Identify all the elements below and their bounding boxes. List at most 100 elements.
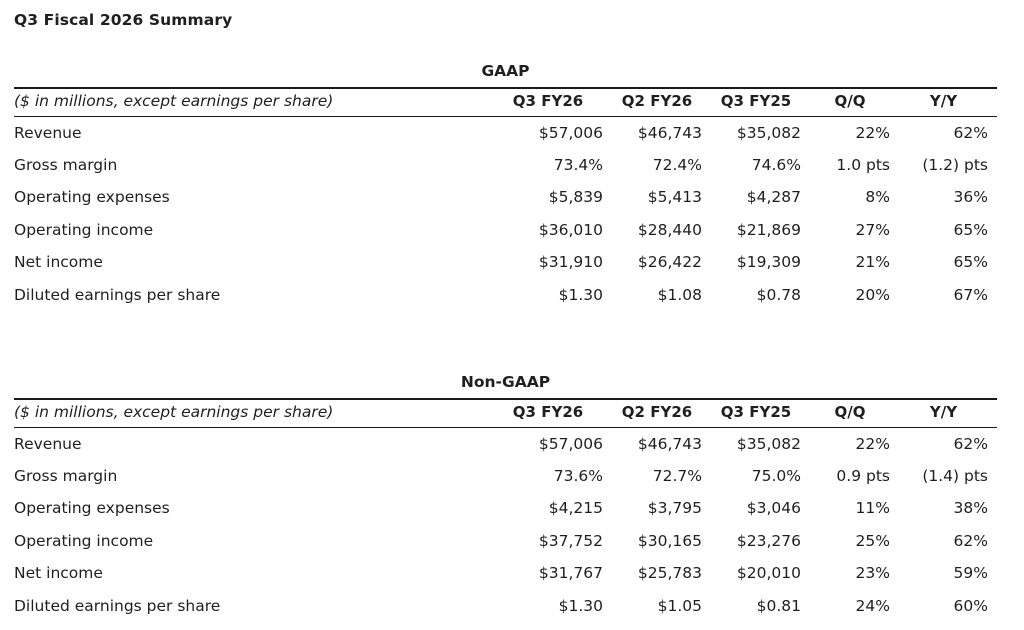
non-gaap-table: ($ in millions, except earnings per shar… [14, 398, 997, 622]
cell-value: 59% [953, 564, 988, 583]
non-gaap-table-body: Revenue $57,006 $46,743 $35,082 22% 62% Gross … [14, 427, 997, 622]
cell-value: $20,010 [736, 564, 801, 583]
row-label: Diluted earnings per share [14, 285, 221, 304]
header-row: ($ in millions, except earnings per shar… [14, 399, 997, 428]
cell-value: 36% [953, 188, 988, 207]
cell-value: 25% [855, 531, 890, 550]
cell-value: $28,440 [637, 220, 702, 239]
cell-value: 67% [953, 285, 988, 304]
cell-value: 65% [953, 220, 988, 239]
cell-value: 22% [855, 123, 890, 142]
row-label: Revenue [14, 434, 82, 453]
units-note: ($ in millions, except earnings per shar… [14, 88, 493, 117]
cell-value: $25,783 [637, 564, 702, 583]
table-row: Gross margin 73.6% 72.7% 75.0% 0.9 pts (1.4) … [14, 460, 997, 493]
cell-value: $5,413 [647, 188, 702, 207]
row-label: Diluted earnings per share [14, 596, 221, 615]
cell-value: (1.2) pts [922, 155, 988, 174]
cell-value: 23% [855, 564, 890, 583]
cell-value: 1.0 pts [836, 155, 890, 174]
table-row: Diluted earnings per share $1.30 $1.08 $0.7… [14, 279, 997, 312]
cell-value: 21% [855, 253, 890, 272]
cell-value: $1.05 [657, 596, 702, 615]
table-row: Operating expenses $5,839 $5,413 $4,287 8% 36… [14, 181, 997, 214]
cell-value: $5,839 [548, 188, 603, 207]
cell-value: 22% [855, 434, 890, 453]
cell-value: $36,010 [538, 220, 603, 239]
column-header-qq: Q/Q [810, 88, 899, 117]
cell-value: $3,795 [647, 499, 702, 518]
cell-value: $46,743 [637, 434, 702, 453]
cell-value: 62% [953, 434, 988, 453]
row-label: Revenue [14, 123, 82, 142]
cell-value: 73.6% [553, 466, 603, 485]
cell-value: 27% [855, 220, 890, 239]
cell-value: $0.81 [756, 596, 801, 615]
cell-value: $35,082 [736, 434, 801, 453]
table-row: Net income $31,910 $26,422 $19,309 21% 65% [14, 246, 997, 279]
cell-value: 8% [865, 188, 890, 207]
cell-value: $21,869 [736, 220, 801, 239]
column-header-q2fy26: Q2 FY26 [612, 88, 711, 117]
row-label: Gross margin [14, 155, 118, 174]
page-title: Q3 Fiscal 2026 Summary [14, 11, 233, 29]
cell-value: $35,082 [736, 123, 801, 142]
cell-value: 72.4% [652, 155, 702, 174]
gaap-section-title: GAAP [481, 62, 530, 80]
non-gaap-section: Non-GAAP ($ in millions, except earnings… [14, 373, 997, 622]
units-note: ($ in millions, except earnings per shar… [14, 399, 493, 428]
cell-value: $31,910 [538, 253, 603, 272]
cell-value: (1.4) pts [922, 466, 988, 485]
cell-value: $37,752 [538, 531, 603, 550]
cell-value: 75.0% [751, 466, 801, 485]
row-label: Operating income [14, 531, 154, 550]
table-row: Operating income $36,010 $28,440 $21,869 27%… [14, 214, 997, 247]
gaap-table-body: Revenue $57,006 $46,743 $35,082 22% 62% Gross … [14, 116, 997, 311]
cell-value: 11% [855, 499, 890, 518]
gaap-table-header: ($ in millions, except earnings per shar… [14, 88, 997, 117]
cell-value: $1.30 [558, 596, 603, 615]
non-gaap-section-title: Non-GAAP [460, 373, 551, 391]
row-label: Operating income [14, 220, 154, 239]
cell-value: 0.9 pts [836, 466, 890, 485]
table-row: Operating expenses $4,215 $3,795 $3,046 11% 3… [14, 492, 997, 525]
cell-value: $4,287 [746, 188, 801, 207]
non-gaap-table-header: ($ in millions, except earnings per shar… [14, 399, 997, 428]
cell-value: $3,046 [746, 499, 801, 518]
table-row: Diluted earnings per share $1.30 $1.05 $0.8… [14, 590, 997, 623]
gaap-section: GAAP ($ in millions, except earnings per… [14, 62, 997, 311]
column-header-q3fy25: Q3 FY25 [711, 88, 810, 117]
cell-value: $57,006 [538, 434, 603, 453]
column-header-q2fy26: Q2 FY26 [612, 399, 711, 428]
cell-value: $57,006 [538, 123, 603, 142]
row-label: Net income [14, 253, 103, 272]
gaap-table: ($ in millions, except earnings per shar… [14, 87, 997, 311]
column-header-q3fy25: Q3 FY25 [711, 399, 810, 428]
table-row: Revenue $57,006 $46,743 $35,082 22% 62% [14, 427, 997, 460]
cell-value: $19,309 [736, 253, 801, 272]
cell-value: 65% [953, 253, 988, 272]
column-header-q3fy26: Q3 FY26 [493, 88, 612, 117]
table-row: Net income $31,767 $25,783 $20,010 23% 59% [14, 557, 997, 590]
cell-value: $23,276 [736, 531, 801, 550]
row-label: Operating expenses [14, 499, 170, 518]
cell-value: 20% [855, 285, 890, 304]
cell-value: 24% [855, 596, 890, 615]
cell-value: $1.30 [558, 285, 603, 304]
column-header-yy: Y/Y [899, 88, 997, 117]
cell-value: 62% [953, 123, 988, 142]
cell-value: 62% [953, 531, 988, 550]
cell-value: $1.08 [657, 285, 702, 304]
column-header-yy: Y/Y [899, 399, 997, 428]
cell-value: $26,422 [637, 253, 702, 272]
cell-value: $0.78 [756, 285, 801, 304]
cell-value: 73.4% [553, 155, 603, 174]
cell-value: 74.6% [751, 155, 801, 174]
cell-value: 60% [953, 596, 988, 615]
cell-value: $31,767 [538, 564, 603, 583]
cell-value: $30,165 [637, 531, 702, 550]
table-row: Operating income $37,752 $30,165 $23,276 25%… [14, 525, 997, 558]
cell-value: $46,743 [637, 123, 702, 142]
row-label: Net income [14, 564, 103, 583]
column-header-qq: Q/Q [810, 399, 899, 428]
